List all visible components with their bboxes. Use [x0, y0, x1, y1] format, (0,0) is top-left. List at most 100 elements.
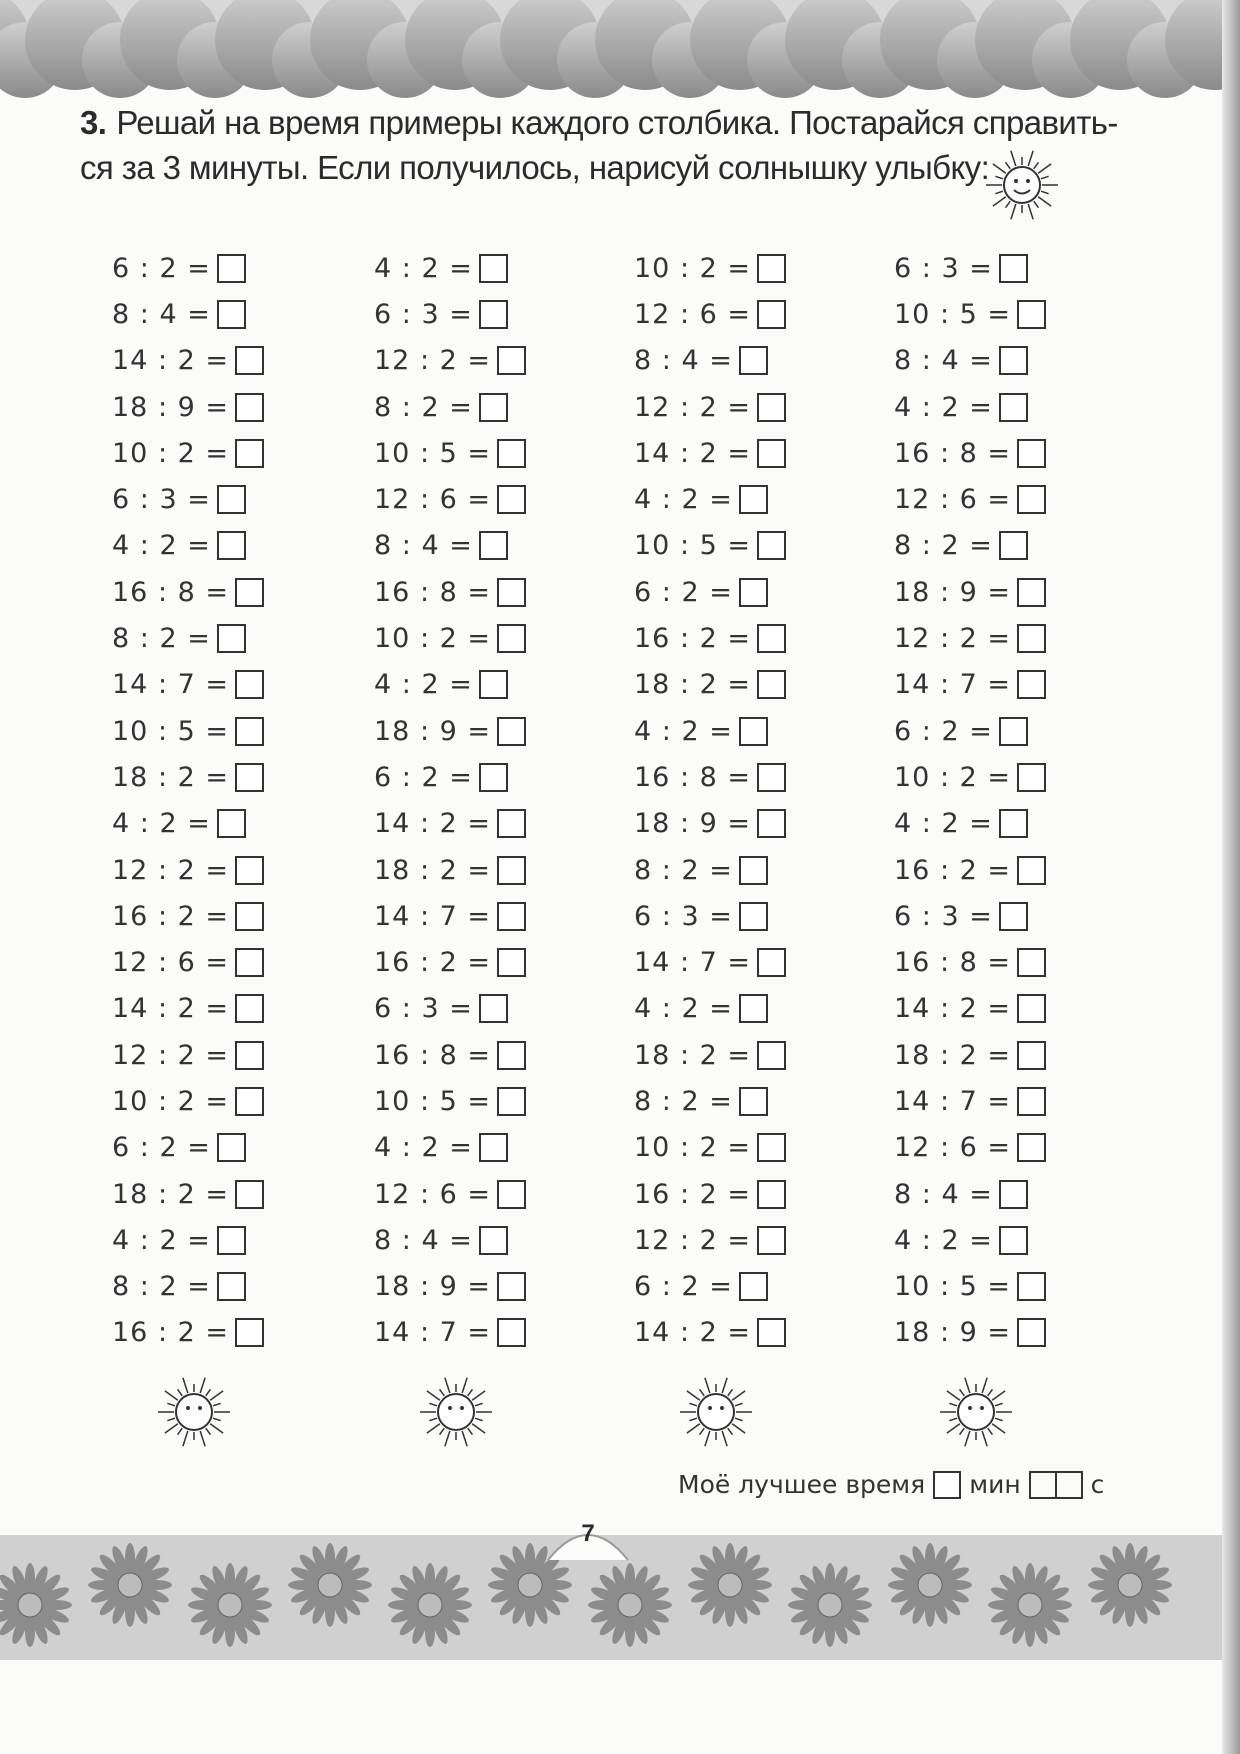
answer-box[interactable]	[497, 1040, 527, 1070]
answer-box[interactable]	[497, 809, 527, 839]
answer-box[interactable]	[216, 624, 246, 654]
answer-box[interactable]	[497, 577, 527, 607]
answer-box[interactable]	[757, 392, 787, 422]
answer-box[interactable]	[235, 346, 265, 376]
answer-box[interactable]	[497, 901, 527, 931]
answer-box[interactable]	[478, 299, 508, 329]
seconds-box[interactable]	[1028, 1470, 1083, 1499]
answer-box[interactable]	[757, 1133, 787, 1163]
answer-box[interactable]	[478, 994, 508, 1024]
answer-box[interactable]	[216, 1272, 246, 1302]
answer-box[interactable]	[216, 531, 246, 561]
answer-box[interactable]	[998, 809, 1028, 839]
answer-box[interactable]	[497, 716, 527, 746]
answer-box[interactable]	[738, 577, 768, 607]
answer-box[interactable]	[235, 948, 265, 978]
answer-box[interactable]	[497, 1086, 527, 1116]
answer-box[interactable]	[757, 299, 787, 329]
answer-box[interactable]	[738, 1086, 768, 1116]
answer-box[interactable]	[738, 716, 768, 746]
answer-box[interactable]	[478, 1225, 508, 1255]
answer-box[interactable]	[1017, 1086, 1047, 1116]
answer-box[interactable]	[216, 299, 246, 329]
answer-box[interactable]	[478, 392, 508, 422]
answer-box[interactable]	[738, 1272, 768, 1302]
answer-box[interactable]	[738, 346, 768, 376]
answer-box[interactable]	[235, 716, 265, 746]
answer-box[interactable]	[478, 670, 508, 700]
answer-box[interactable]	[998, 716, 1028, 746]
answer-box[interactable]	[738, 994, 768, 1024]
answer-box[interactable]	[757, 624, 787, 654]
answer-box[interactable]	[497, 485, 527, 515]
answer-box[interactable]	[1017, 948, 1047, 978]
answer-box[interactable]	[235, 1040, 265, 1070]
expression: 18 : 2 =	[112, 1178, 230, 1210]
answer-box[interactable]	[738, 901, 768, 931]
answer-box[interactable]	[998, 531, 1028, 561]
answer-box[interactable]	[1017, 855, 1047, 885]
answer-box[interactable]	[497, 438, 527, 468]
answer-box[interactable]	[497, 948, 527, 978]
answer-box[interactable]	[757, 1179, 787, 1209]
answer-box[interactable]	[216, 809, 246, 839]
answer-box[interactable]	[235, 1318, 265, 1348]
answer-box[interactable]	[1017, 1318, 1047, 1348]
answer-box[interactable]	[757, 1318, 787, 1348]
answer-box[interactable]	[497, 1179, 527, 1209]
answer-box[interactable]	[757, 253, 787, 283]
answer-box[interactable]	[478, 253, 508, 283]
answer-box[interactable]	[1017, 577, 1047, 607]
answer-box[interactable]	[216, 253, 246, 283]
answer-box[interactable]	[998, 253, 1028, 283]
example-row: 12 : 6 =	[894, 476, 1047, 522]
answer-box[interactable]	[998, 346, 1028, 376]
answer-box[interactable]	[216, 1133, 246, 1163]
answer-box[interactable]	[1017, 438, 1047, 468]
answer-box[interactable]	[998, 392, 1028, 422]
answer-box[interactable]	[235, 392, 265, 422]
answer-box[interactable]	[235, 1086, 265, 1116]
answer-box[interactable]	[1017, 762, 1047, 792]
answer-box[interactable]	[478, 1133, 508, 1163]
answer-box[interactable]	[1017, 624, 1047, 654]
answer-box[interactable]	[235, 438, 265, 468]
answer-box[interactable]	[1017, 299, 1047, 329]
answer-box[interactable]	[478, 762, 508, 792]
answer-box[interactable]	[998, 1179, 1028, 1209]
answer-box[interactable]	[757, 531, 787, 561]
answer-box[interactable]	[235, 670, 265, 700]
answer-box[interactable]	[235, 994, 265, 1024]
answer-box[interactable]	[235, 762, 265, 792]
answer-box[interactable]	[1017, 670, 1047, 700]
answer-box[interactable]	[998, 901, 1028, 931]
answer-box[interactable]	[216, 485, 246, 515]
answer-box[interactable]	[1017, 1040, 1047, 1070]
answer-box[interactable]	[757, 809, 787, 839]
answer-box[interactable]	[497, 346, 527, 376]
minutes-box[interactable]	[933, 1470, 962, 1499]
answer-box[interactable]	[497, 624, 527, 654]
answer-box[interactable]	[757, 1040, 787, 1070]
answer-box[interactable]	[478, 531, 508, 561]
answer-box[interactable]	[757, 670, 787, 700]
answer-box[interactable]	[216, 1225, 246, 1255]
answer-box[interactable]	[757, 438, 787, 468]
answer-box[interactable]	[235, 577, 265, 607]
answer-box[interactable]	[497, 1318, 527, 1348]
answer-box[interactable]	[497, 855, 527, 885]
answer-box[interactable]	[1017, 1272, 1047, 1302]
answer-box[interactable]	[1017, 994, 1047, 1024]
answer-box[interactable]	[235, 901, 265, 931]
answer-box[interactable]	[235, 855, 265, 885]
answer-box[interactable]	[757, 762, 787, 792]
answer-box[interactable]	[757, 1225, 787, 1255]
answer-box[interactable]	[1017, 1133, 1047, 1163]
answer-box[interactable]	[235, 1179, 265, 1209]
answer-box[interactable]	[497, 1272, 527, 1302]
answer-box[interactable]	[998, 1225, 1028, 1255]
answer-box[interactable]	[738, 855, 768, 885]
answer-box[interactable]	[1017, 485, 1047, 515]
answer-box[interactable]	[738, 485, 768, 515]
answer-box[interactable]	[757, 948, 787, 978]
